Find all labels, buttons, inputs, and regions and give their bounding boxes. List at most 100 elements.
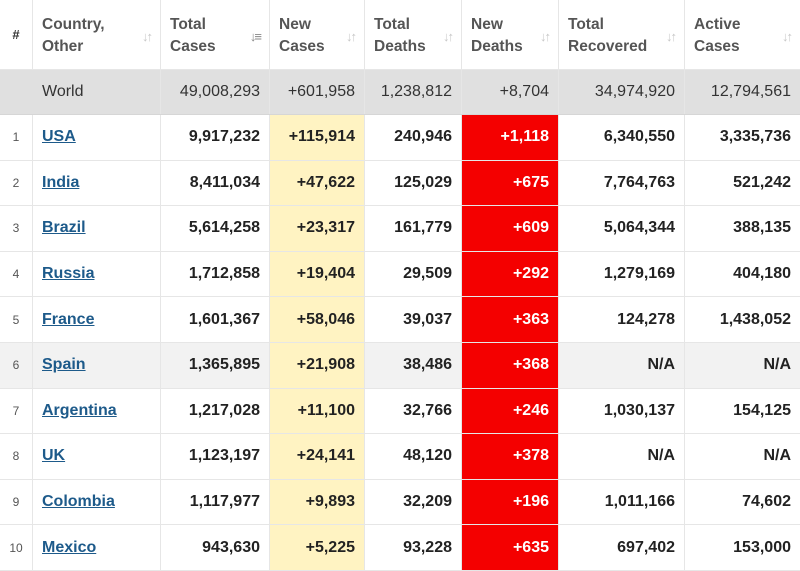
table-row: 8 UK 1,123,197 +24,141 48,120 +378 N/A N/A bbox=[0, 434, 800, 480]
total-recovered-cell: N/A bbox=[559, 434, 685, 479]
active-cases-cell: 74,602 bbox=[742, 493, 791, 511]
total-recovered-cell: 1,030,137 bbox=[559, 388, 685, 434]
sort-arrows-icon[interactable]: ↓↑ bbox=[782, 29, 793, 44]
country-cell: USA bbox=[33, 115, 161, 160]
column-header-new-cases[interactable]: New Cases ↓↑ bbox=[270, 0, 365, 69]
column-header-total-cases[interactable]: Total Cases ↓≡ bbox=[161, 0, 270, 69]
country-cell: Mexico bbox=[33, 525, 161, 570]
table-row: 9 Colombia 1,117,977 +9,893 32,209 +196 1,011,… bbox=[0, 479, 800, 526]
new-cases-cell: +21,908 bbox=[270, 342, 365, 388]
new-deaths-cell: +635 bbox=[462, 525, 559, 570]
active-cases-cell: 153,000 bbox=[733, 538, 791, 556]
total-deaths-cell: 29,509 bbox=[365, 251, 462, 297]
num-label: # bbox=[12, 26, 20, 42]
sort-arrows-icon[interactable]: ↓↑ bbox=[142, 29, 153, 44]
column-header-new-deaths[interactable]: New Deaths ↓↑ bbox=[462, 0, 559, 69]
country-link[interactable]: Mexico bbox=[42, 538, 97, 556]
sort-arrows-icon[interactable]: ↓↑ bbox=[443, 29, 454, 44]
total-deaths-cell: 93,228 bbox=[365, 525, 462, 570]
sort-arrows-icon[interactable]: ↓↑ bbox=[666, 29, 677, 44]
total-recovered-cell: 7,764,763 bbox=[559, 160, 685, 206]
column-header-active-cases[interactable]: Active Cases ↓↑ bbox=[685, 0, 800, 69]
country-cell: Russia bbox=[33, 251, 161, 297]
row-number: 3 bbox=[0, 206, 33, 251]
active-cases-cell: 388,135 bbox=[733, 219, 791, 237]
country-link[interactable]: Brazil bbox=[42, 219, 86, 237]
country-cell: Brazil bbox=[33, 206, 161, 251]
table-row: 10 Mexico 943,630 +5,225 93,228 +635 697,402 15… bbox=[0, 525, 800, 571]
sort-arrows-icon[interactable]: ↓↑ bbox=[540, 29, 551, 44]
total-deaths-cell: 39,037 bbox=[365, 297, 462, 342]
new-cases-cell: +23,317 bbox=[270, 206, 365, 251]
header-line: Active bbox=[694, 16, 741, 33]
new-deaths-cell: +363 bbox=[462, 297, 559, 342]
active-cases-cell: 404,180 bbox=[733, 265, 791, 283]
active-cases-cell: 12,794,561 bbox=[710, 83, 791, 100]
table-row: 6 Spain 1,365,895 +21,908 38,486 +368 N/A N/A bbox=[0, 342, 800, 389]
row-number: 1 bbox=[0, 115, 33, 160]
new-deaths-cell: +368 bbox=[462, 342, 559, 388]
active-cases-cell: 1,438,052 bbox=[719, 310, 791, 328]
country-link[interactable]: France bbox=[42, 310, 95, 328]
total-deaths-cell: 38,486 bbox=[365, 342, 462, 388]
country-link[interactable]: UK bbox=[42, 447, 66, 465]
total-recovered-cell: 697,402 bbox=[559, 525, 685, 570]
header-line: New bbox=[279, 16, 311, 33]
total-cases-cell: 1,217,028 bbox=[161, 388, 270, 434]
new-cases-cell: +601,958 bbox=[270, 70, 365, 114]
header-line: Cases bbox=[279, 38, 325, 55]
total-recovered-cell: N/A bbox=[559, 342, 685, 388]
total-cases-cell: 1,712,858 bbox=[161, 251, 270, 297]
total-cases-cell: 8,411,034 bbox=[161, 160, 270, 206]
new-cases-cell: +47,622 bbox=[270, 160, 365, 206]
total-cases-header-label: Total Cases bbox=[170, 14, 216, 58]
total-cases-cell: 49,008,293 bbox=[161, 70, 270, 114]
total-recovered-cell: 34,974,920 bbox=[559, 70, 685, 114]
total-deaths-cell: 32,766 bbox=[365, 388, 462, 434]
header-line: Cases bbox=[694, 38, 740, 55]
header-line: Recovered bbox=[568, 38, 648, 55]
total-deaths-cell: 240,946 bbox=[365, 115, 462, 160]
country-link[interactable]: Colombia bbox=[42, 493, 115, 511]
total-deaths-cell: 1,238,812 bbox=[365, 70, 462, 114]
total-recovered-cell: 124,278 bbox=[559, 297, 685, 342]
country-link[interactable]: India bbox=[42, 173, 80, 191]
country-cell: Colombia bbox=[33, 479, 161, 525]
active-cases-cell: 521,242 bbox=[733, 173, 791, 191]
table-row: 1 USA 9,917,232 +115,914 240,946 +1,118 6,340,… bbox=[0, 115, 800, 161]
new-deaths-cell: +292 bbox=[462, 251, 559, 297]
table-row: 3 Brazil 5,614,258 +23,317 161,779 +609 5,064,… bbox=[0, 206, 800, 252]
country-link[interactable]: USA bbox=[42, 128, 76, 146]
header-line: Other bbox=[42, 38, 84, 55]
new-cases-cell: +5,225 bbox=[270, 525, 365, 570]
total-recovered-header-label: Total Recovered bbox=[568, 14, 647, 58]
column-header-total-deaths[interactable]: Total Deaths ↓↑ bbox=[365, 0, 462, 69]
new-deaths-cell: +8,704 bbox=[462, 70, 559, 114]
sort-arrows-icon[interactable]: ↓↑ bbox=[346, 29, 357, 44]
header-line: New bbox=[471, 16, 503, 33]
new-cases-cell: +19,404 bbox=[270, 251, 365, 297]
country-cell: Argentina bbox=[33, 388, 161, 434]
total-cases-cell: 1,123,197 bbox=[161, 434, 270, 479]
total-recovered-cell: 1,011,166 bbox=[559, 479, 685, 525]
column-header-total-recovered[interactable]: Total Recovered ↓↑ bbox=[559, 0, 685, 69]
world-total-row: World 49,008,293 +601,958 1,238,812 +8,7… bbox=[0, 70, 800, 115]
column-header-country[interactable]: Country, Other ↓↑ bbox=[33, 0, 161, 69]
country-link[interactable]: Argentina bbox=[42, 401, 117, 419]
total-cases-cell: 943,630 bbox=[161, 525, 270, 570]
header-line: Deaths bbox=[374, 38, 426, 55]
table-row: 5 France 1,601,367 +58,046 39,037 +363 124,278… bbox=[0, 297, 800, 343]
row-number: 4 bbox=[0, 251, 33, 297]
active-cases-cell: N/A bbox=[763, 447, 791, 465]
new-deaths-header-label: New Deaths bbox=[471, 14, 523, 58]
active-cases-cell: 154,125 bbox=[733, 401, 791, 419]
country-link[interactable]: Spain bbox=[42, 356, 86, 374]
row-number: 7 bbox=[0, 388, 33, 434]
country-link[interactable]: Russia bbox=[42, 265, 95, 283]
country-cell: Spain bbox=[33, 342, 161, 388]
sort-descending-icon[interactable]: ↓≡ bbox=[249, 29, 262, 44]
header-line: Total bbox=[170, 16, 206, 33]
total-deaths-cell: 161,779 bbox=[365, 206, 462, 251]
table-row: 2 India 8,411,034 +47,622 125,029 +675 7,764,7… bbox=[0, 160, 800, 207]
